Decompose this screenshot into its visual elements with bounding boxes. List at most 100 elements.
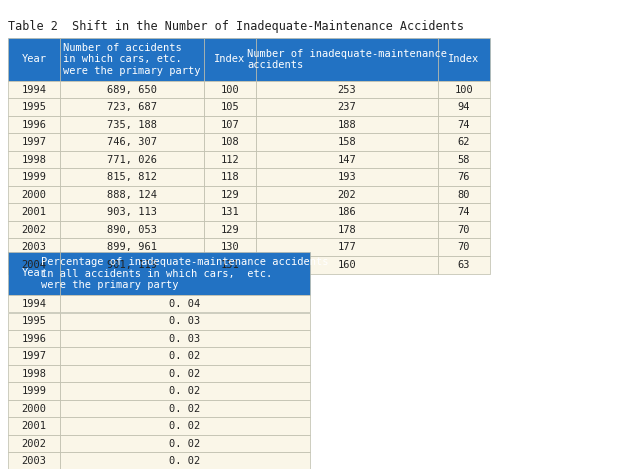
Text: 1998: 1998 <box>22 155 47 165</box>
Bar <box>60 383 310 400</box>
Bar <box>438 186 490 204</box>
Text: 2004: 2004 <box>22 260 47 270</box>
Text: 1996: 1996 <box>22 120 47 130</box>
Text: 903, 113: 903, 113 <box>107 207 157 217</box>
Text: Percentage of inadequate-maintenance accidents
in all accidents in which cars,  : Percentage of inadequate-maintenance acc… <box>41 257 329 290</box>
Bar <box>438 239 490 256</box>
Text: 0. 02: 0. 02 <box>170 404 200 414</box>
Bar <box>8 348 60 365</box>
Bar <box>60 252 310 295</box>
Text: 1997: 1997 <box>22 351 47 361</box>
Bar <box>256 239 438 256</box>
Text: 70: 70 <box>458 225 470 235</box>
Text: 1997: 1997 <box>22 137 47 147</box>
Text: 107: 107 <box>221 120 239 130</box>
Bar <box>8 330 60 348</box>
Text: 118: 118 <box>221 172 239 182</box>
Text: 0. 02: 0. 02 <box>170 386 200 396</box>
Bar <box>256 204 438 221</box>
Bar <box>60 365 310 383</box>
Bar <box>8 365 60 383</box>
Text: 2002: 2002 <box>22 225 47 235</box>
Bar <box>60 186 204 204</box>
Bar <box>60 400 310 417</box>
Bar <box>60 134 204 151</box>
Bar <box>256 38 438 81</box>
Bar <box>60 453 310 469</box>
Text: 130: 130 <box>221 242 239 252</box>
Bar <box>8 239 60 256</box>
Bar <box>256 98 438 116</box>
Text: 147: 147 <box>338 155 356 165</box>
Bar <box>60 38 204 81</box>
Bar <box>60 295 310 312</box>
Text: 723, 687: 723, 687 <box>107 102 157 112</box>
Text: 1995: 1995 <box>22 316 47 326</box>
Text: Index: Index <box>449 54 479 65</box>
Bar <box>256 116 438 134</box>
Bar <box>256 134 438 151</box>
Bar <box>204 38 256 81</box>
Bar <box>60 239 204 256</box>
Text: 202: 202 <box>338 190 356 200</box>
Bar <box>60 435 310 453</box>
Bar <box>60 168 204 186</box>
Bar <box>60 151 204 168</box>
Bar <box>438 134 490 151</box>
Text: 689, 650: 689, 650 <box>107 85 157 95</box>
Text: 1995: 1995 <box>22 102 47 112</box>
Text: 899, 961: 899, 961 <box>107 242 157 252</box>
Text: Year: Year <box>22 54 47 65</box>
Bar <box>204 239 256 256</box>
Bar <box>8 312 60 330</box>
Bar <box>204 151 256 168</box>
Text: 0. 03: 0. 03 <box>170 316 200 326</box>
Text: 815, 812: 815, 812 <box>107 172 157 182</box>
Bar <box>256 186 438 204</box>
Text: 1994: 1994 <box>22 299 47 309</box>
Text: 0. 03: 0. 03 <box>170 334 200 344</box>
Bar <box>204 116 256 134</box>
Bar <box>60 312 310 330</box>
Bar <box>60 81 204 98</box>
Bar <box>8 400 60 417</box>
Bar <box>8 204 60 221</box>
Text: 0. 02: 0. 02 <box>170 369 200 379</box>
Text: 0. 02: 0. 02 <box>170 351 200 361</box>
Bar <box>438 151 490 168</box>
Text: 746, 307: 746, 307 <box>107 137 157 147</box>
Text: 2001: 2001 <box>22 207 47 217</box>
Bar <box>8 81 60 98</box>
Text: 0. 02: 0. 02 <box>170 421 200 431</box>
Text: 178: 178 <box>338 225 356 235</box>
Text: 131: 131 <box>221 260 239 270</box>
Bar <box>8 186 60 204</box>
Bar <box>60 204 204 221</box>
Text: 890, 053: 890, 053 <box>107 225 157 235</box>
Bar <box>8 435 60 453</box>
Text: 735, 188: 735, 188 <box>107 120 157 130</box>
Text: 58: 58 <box>458 155 470 165</box>
Text: 80: 80 <box>458 190 470 200</box>
Text: Index: Index <box>214 54 246 65</box>
Text: 901, 119: 901, 119 <box>107 260 157 270</box>
Bar <box>60 330 310 348</box>
Bar <box>8 168 60 186</box>
Text: 888, 124: 888, 124 <box>107 190 157 200</box>
Bar <box>60 116 204 134</box>
Bar <box>256 151 438 168</box>
Text: Table 2  Shift in the Number of Inadequate-Maintenance Accidents: Table 2 Shift in the Number of Inadequat… <box>8 20 464 33</box>
Bar <box>438 38 490 81</box>
Text: 0. 02: 0. 02 <box>170 456 200 466</box>
Bar <box>8 98 60 116</box>
Bar <box>438 98 490 116</box>
Bar <box>438 204 490 221</box>
Text: 177: 177 <box>338 242 356 252</box>
Text: 76: 76 <box>458 172 470 182</box>
Bar <box>8 256 60 273</box>
Bar <box>438 256 490 273</box>
Bar <box>438 116 490 134</box>
Bar <box>8 295 60 312</box>
Text: 129: 129 <box>221 190 239 200</box>
Text: 112: 112 <box>221 155 239 165</box>
